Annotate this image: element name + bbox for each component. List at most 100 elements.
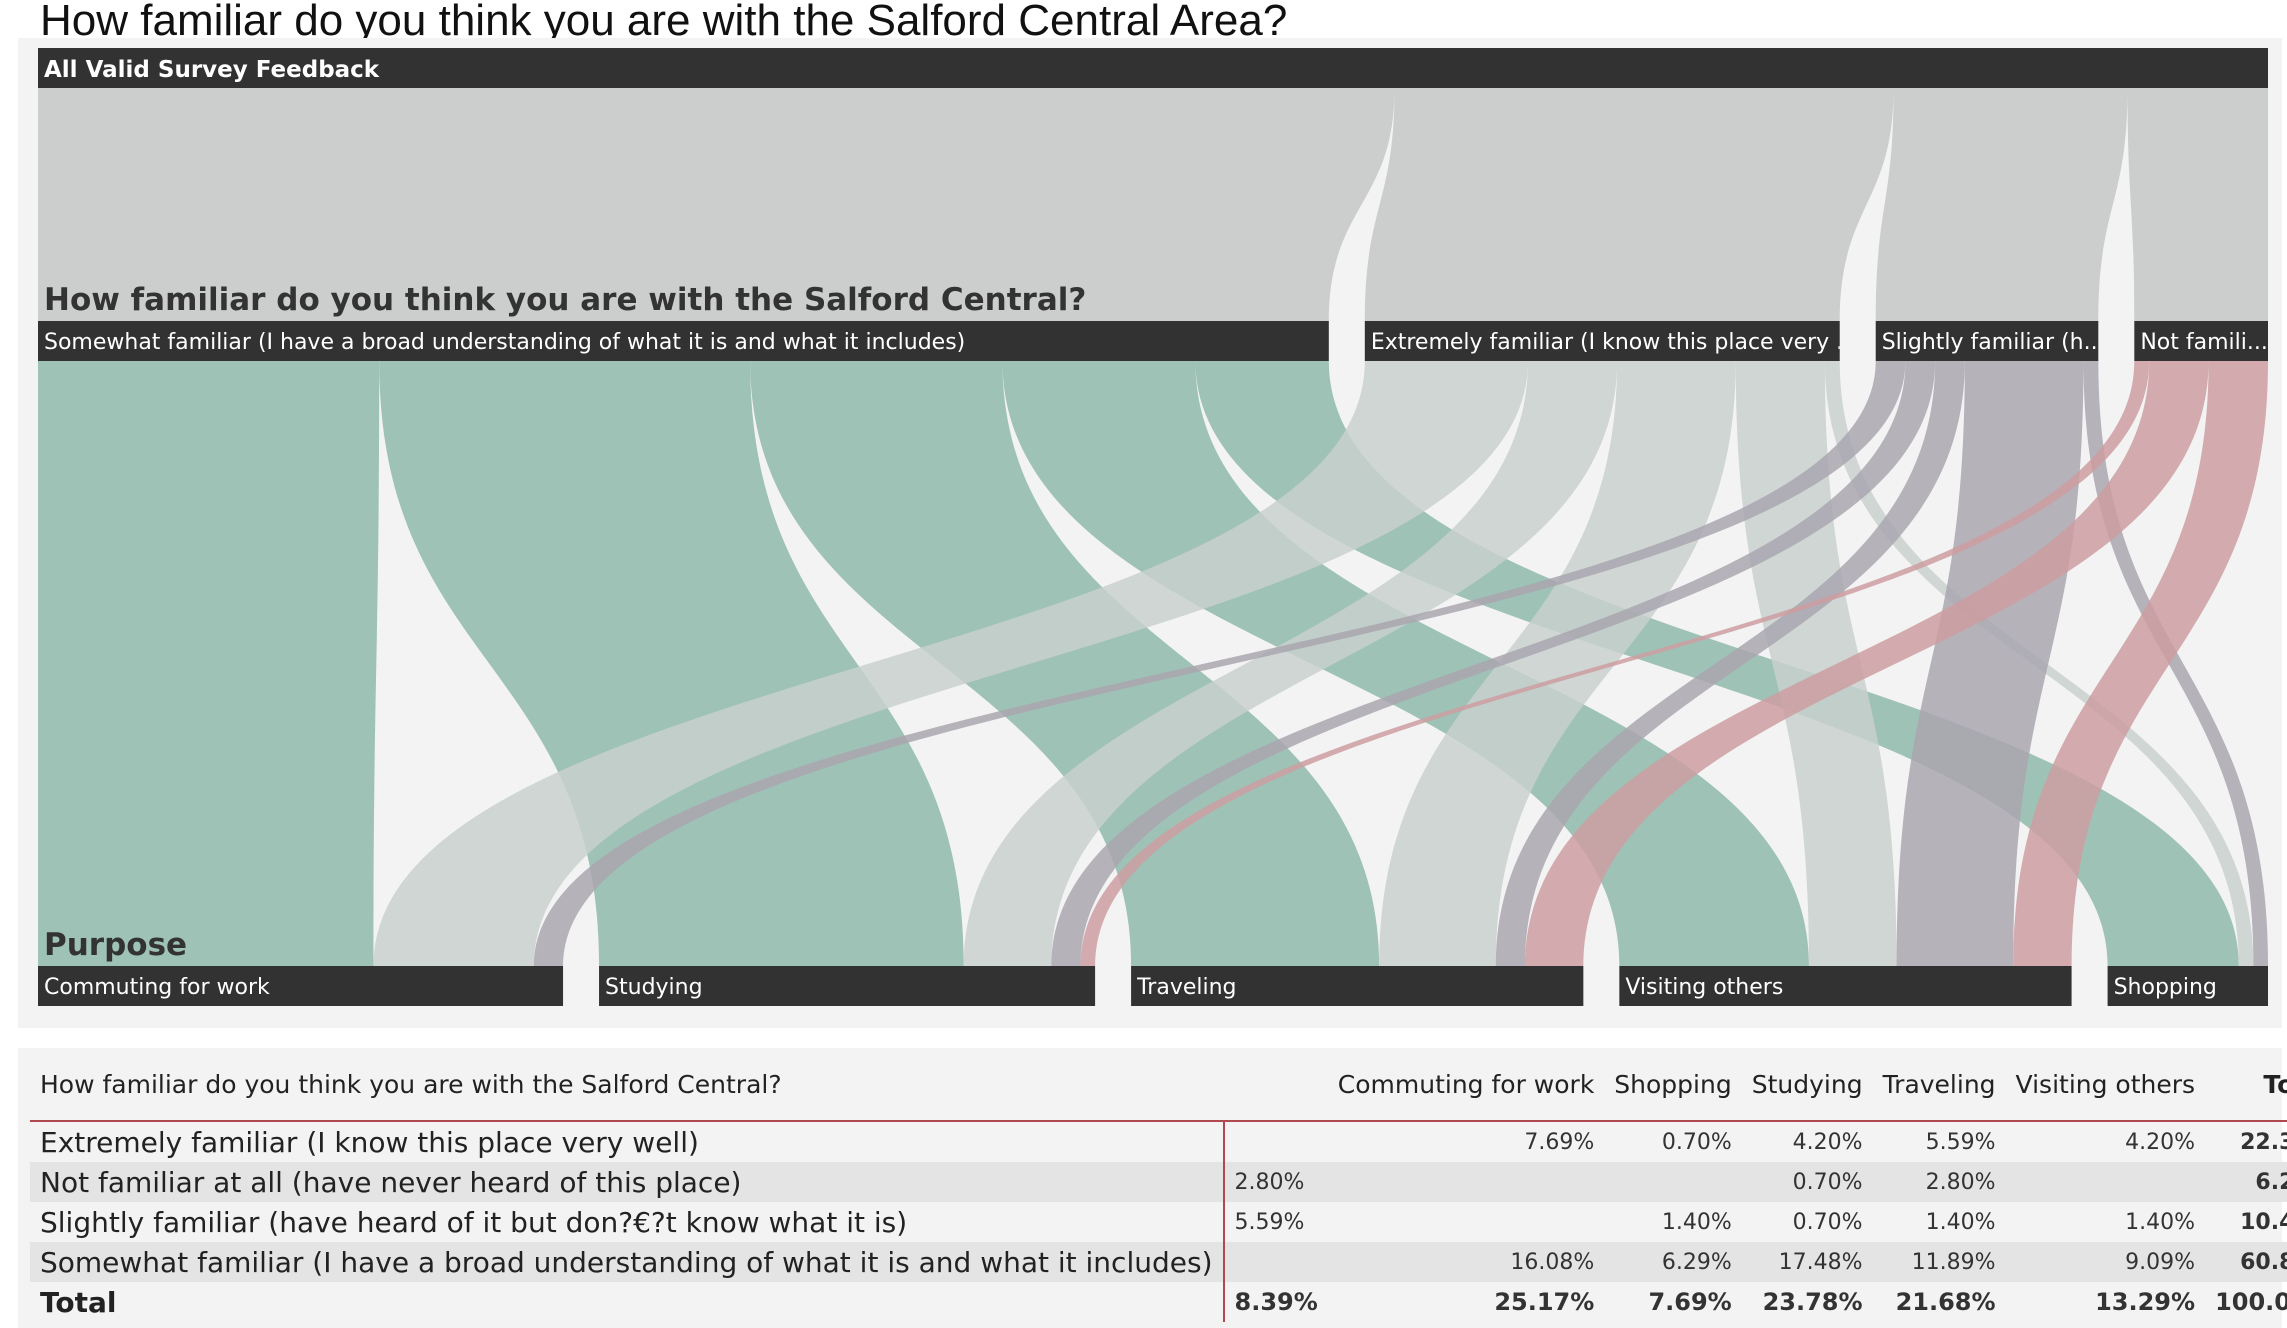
table-cell: 16.08% [1327, 1242, 1605, 1282]
purpose-node-label: Shopping [2114, 975, 2217, 1000]
flow-link-slightly-to-commuting[interactable] [533, 361, 1906, 966]
familiarity-node-label: Somewhat familiar (I have a broad unders… [44, 330, 965, 355]
table-row[interactable]: Extremely familiar (I know this place ve… [30, 1121, 2287, 1162]
table-cell [1328, 1202, 1605, 1242]
root-band-notfam[interactable] [2127, 88, 2268, 321]
table-row[interactable]: Slightly familiar (have heard of it but … [30, 1202, 2287, 1242]
sankey-chart: All Valid Survey Feedback How familiar do… [38, 48, 2268, 1006]
table-cell: 4.20% [2125, 1129, 2196, 1155]
table-cell: 0.70% [1741, 1162, 1873, 1202]
root-node-label: All Valid Survey Feedback [44, 57, 380, 83]
purpose-node-visiting[interactable] [1619, 966, 2072, 1006]
root-node-bar[interactable] [38, 48, 2268, 88]
familiarity-node-notfam[interactable] [2134, 321, 2268, 361]
table-cell [1327, 1162, 1605, 1202]
flow-link-notfam-to-traveling[interactable] [1524, 361, 2209, 966]
table-cell: 23.78% [1762, 1288, 1863, 1316]
root-band-slightly[interactable] [1875, 88, 2128, 321]
familiarity-node-slightly[interactable] [1875, 321, 2099, 361]
column-header-visiting[interactable]: Visiting others [2005, 1048, 2206, 1122]
flow-link-slightly-to-shopping[interactable] [2083, 361, 2268, 966]
flow-link-somewhat-to-commuting[interactable] [38, 361, 380, 966]
root-flow-bands [38, 88, 2268, 321]
column-header-traveling[interactable]: Traveling [1872, 1048, 2006, 1122]
table-cell: 8.39% [1222, 1282, 1328, 1322]
row-total: 100.00% [2215, 1288, 2287, 1316]
flow-link-slightly-to-studying[interactable] [1051, 361, 1936, 966]
table-cell: 0.70% [1661, 1129, 1732, 1155]
row-label: Extremely familiar (I know this place ve… [40, 1125, 699, 1159]
flow-link-somewhat-to-traveling[interactable] [750, 361, 1380, 966]
column-header-commuting[interactable]: Commuting for work [1327, 1048, 1605, 1122]
table-cell: 0.70% [1792, 1209, 1863, 1235]
table-cell: 1.40% [1661, 1209, 1732, 1235]
table-cell: 7.69% [1648, 1288, 1732, 1316]
flow-link-extremely-to-visiting[interactable] [1735, 361, 1897, 966]
flow-link-extremely-to-commuting[interactable] [373, 361, 1528, 966]
table-cell: 11.89% [1872, 1242, 2006, 1282]
purpose-node-label: Studying [605, 975, 703, 1000]
table-cell [1604, 1162, 1742, 1202]
column-header-total[interactable]: Total [2205, 1048, 2287, 1122]
table-cell: 7.69% [1524, 1129, 1595, 1155]
sankey-panel: All Valid Survey Feedback How familiar do… [18, 38, 2282, 1028]
row-total: 6.29% [2205, 1162, 2287, 1202]
table-cell [2005, 1162, 2206, 1202]
familiarity-node-label: Not famili... [2140, 330, 2268, 355]
table-cell: 21.68% [1895, 1288, 1996, 1316]
flow-link-extremely-to-studying[interactable] [963, 361, 1618, 966]
row-label: Slightly familiar (have heard of it but … [40, 1205, 908, 1239]
node-headers: All Valid Survey Feedback How familiar do… [38, 48, 2268, 1006]
table-cell [1222, 1121, 1328, 1162]
root-band-somewhat[interactable] [38, 88, 1395, 321]
table-row[interactable]: Not familiar at all (have never heard of… [30, 1162, 2287, 1202]
table-cell: 1.40% [1925, 1209, 1996, 1235]
row-total: 22.38% [2240, 1129, 2287, 1155]
flow-links [38, 361, 2268, 966]
row-label: Not familiar at all (have never heard of… [30, 1162, 1224, 1202]
familiarity-node-somewhat[interactable] [38, 321, 1329, 361]
familiarity-node-label: Slightly familiar (h... [1882, 330, 2105, 355]
table-cell: 13.29% [2095, 1288, 2196, 1316]
table-header-row: How familiar do you think you are with t… [30, 1048, 2287, 1122]
flow-link-somewhat-to-studying[interactable] [379, 361, 964, 966]
table-total-row[interactable]: Total 8.39% 25.17% 7.69% 23.78% 21.68% 13.29% 1… [30, 1282, 2287, 1322]
table-cell: 4.20% [1792, 1129, 1863, 1155]
matrix-table-panel: How familiar do you think you are with t… [18, 1048, 2287, 1328]
row-label: Total [40, 1285, 117, 1319]
purpose-node-label: Commuting for work [44, 975, 270, 1000]
flow-link-notfam-to-visiting[interactable] [2013, 361, 2268, 966]
flow-link-slightly-to-traveling[interactable] [1495, 361, 1965, 966]
table-cell: 1.40% [2125, 1209, 2196, 1235]
familiarity-level-heading: How familiar do you think you are with t… [44, 282, 1086, 318]
row-total: 60.84% [2205, 1242, 2287, 1282]
familiarity-node-extremely[interactable] [1364, 321, 1840, 361]
purpose-node-shopping[interactable] [2107, 966, 2268, 1006]
column-header-studying[interactable]: Studying [1741, 1048, 1873, 1122]
familiarity-node-label: Extremely familiar (I know this place ve… [1371, 330, 1857, 355]
table-cell: 6.29% [1604, 1242, 1742, 1282]
column-header-familiarity[interactable]: How familiar do you think you are with t… [30, 1048, 1224, 1122]
column-header-shopping[interactable]: Shopping [1604, 1048, 1742, 1122]
flow-link-notfam-to-studying[interactable] [1080, 361, 2150, 966]
table-cell: 9.09% [2005, 1242, 2206, 1282]
purpose-node-label: Visiting others [1625, 975, 1783, 1000]
purpose-node-studying[interactable] [599, 966, 1096, 1006]
matrix-table: How familiar do you think you are with t… [30, 1048, 2287, 1322]
table-cell: 5.59% [1222, 1202, 1328, 1242]
table-cell: 2.80% [1222, 1162, 1328, 1202]
root-band-extremely[interactable] [1364, 88, 1894, 321]
row-label: Somewhat familiar (I have a broad unders… [30, 1242, 1224, 1282]
row-total: 10.49% [2240, 1209, 2287, 1235]
purpose-node-commuting[interactable] [38, 966, 564, 1006]
page-title: How familiar do you think you are with t… [40, 0, 1288, 45]
table-row[interactable]: Somewhat familiar (I have a broad unders… [30, 1242, 2287, 1282]
table-cell: 17.48% [1741, 1242, 1873, 1282]
table-cell: 5.59% [1925, 1129, 1996, 1155]
table-cell: 25.17% [1494, 1288, 1595, 1316]
spacer-header [1223, 1048, 1328, 1122]
table-cell: 2.80% [1872, 1162, 2006, 1202]
purpose-node-traveling[interactable] [1131, 966, 1584, 1006]
flow-link-extremely-to-traveling[interactable] [1379, 361, 1736, 966]
table-cell [1222, 1242, 1328, 1282]
